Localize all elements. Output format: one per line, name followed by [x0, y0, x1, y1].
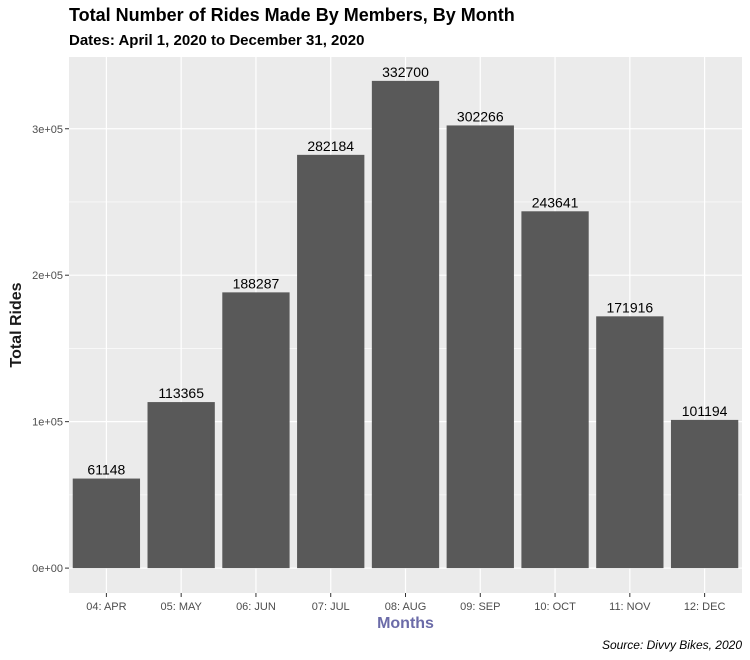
bar-06-jun [222, 292, 290, 569]
bar-11-nov [596, 316, 664, 569]
bar-10-oct [521, 211, 589, 569]
bar-05-may [147, 402, 215, 569]
chart-title: Total Number of Rides Made By Members, B… [69, 5, 515, 25]
x-tick-label: 10: OCT [534, 601, 576, 613]
data-label: 332700 [382, 64, 429, 80]
y-tick-label: 3e+05 [32, 124, 63, 136]
bar-09-sep [446, 125, 514, 569]
x-tick-label: 06: JUN [236, 601, 276, 613]
data-label: 61148 [87, 462, 125, 478]
data-label: 188287 [233, 275, 280, 291]
x-tick-label: 12: DEC [684, 601, 726, 613]
x-tick-label: 11: NOV [609, 601, 651, 613]
bar-12-dec [670, 419, 739, 569]
data-label: 282184 [307, 138, 354, 154]
data-label: 302266 [457, 108, 504, 124]
x-tick-label: 04: APR [86, 601, 126, 613]
data-label: 243641 [532, 194, 579, 210]
y-tick-label: 0e+00 [32, 563, 63, 575]
data-label: 113365 [158, 385, 204, 401]
x-tick-label: 07: JUL [312, 601, 350, 613]
data-label: 171916 [606, 299, 653, 315]
y-tick-label: 2e+05 [32, 270, 63, 282]
bar-08-aug [371, 80, 440, 569]
chart-subtitle: Dates: April 1, 2020 to December 31, 202… [69, 32, 365, 49]
x-tick-label: 09: SEP [460, 601, 500, 613]
data-label: 101194 [682, 403, 728, 419]
x-tick-label: 08: AUG [385, 601, 427, 613]
bar-04-apr [72, 478, 141, 569]
x-axis-title: Months [377, 615, 434, 632]
y-axis-title: Total Rides [8, 282, 25, 367]
y-tick-label: 1e+05 [32, 417, 63, 429]
bar-07-jul [297, 154, 365, 569]
chart-caption: Source: Divvy Bikes, 2020 [601, 638, 742, 652]
x-tick-label: 05: MAY [160, 601, 202, 613]
